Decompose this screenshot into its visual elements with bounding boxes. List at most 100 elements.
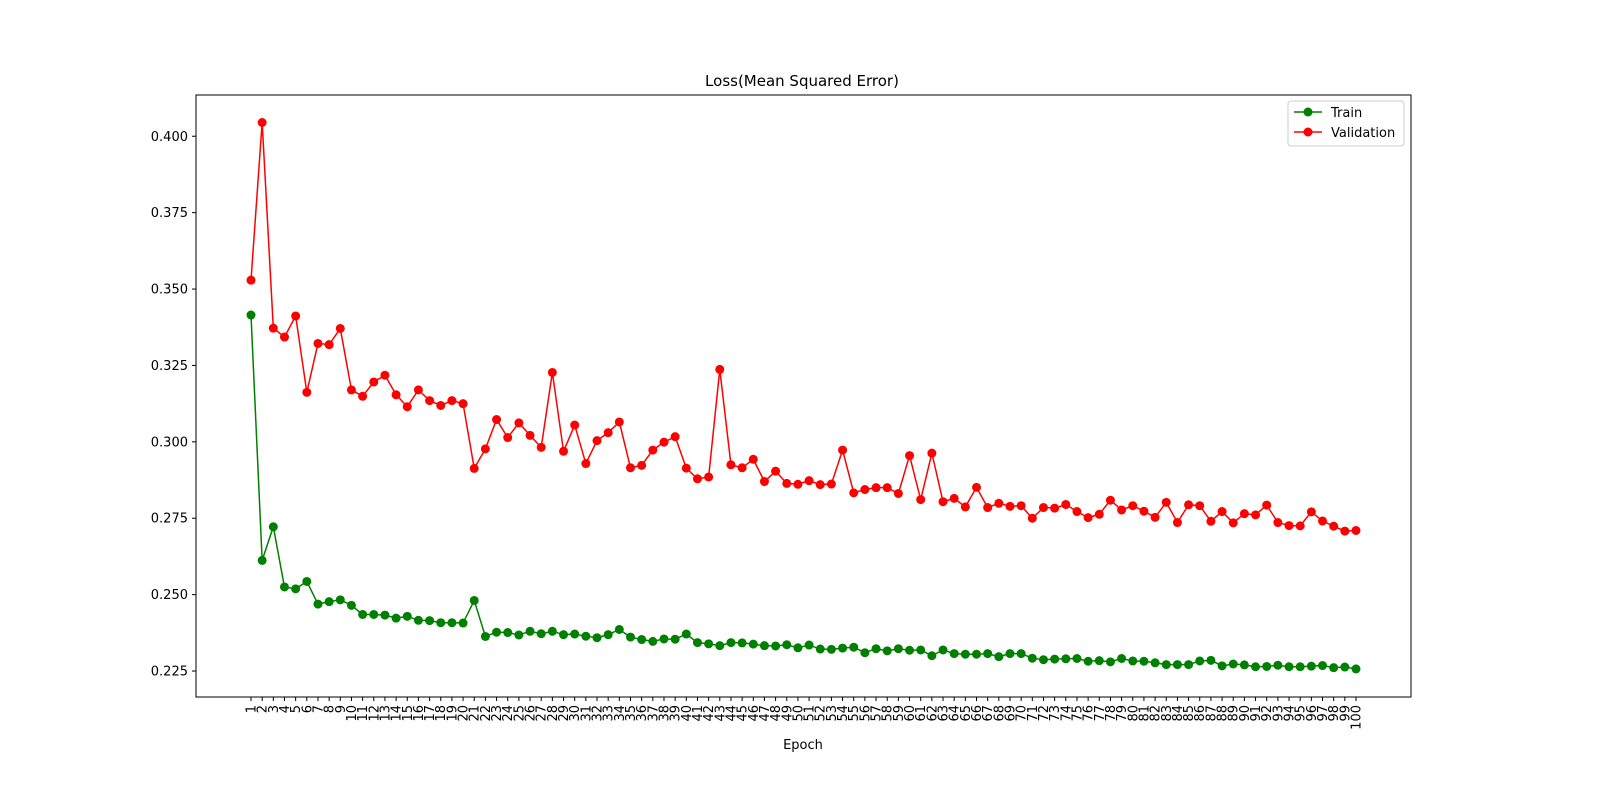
- x-tick-label: 65: [959, 705, 974, 722]
- data-point-validation: [1016, 501, 1026, 511]
- data-point-train: [1206, 655, 1216, 665]
- data-point-train: [1172, 660, 1182, 670]
- x-tick-label: 54: [836, 705, 851, 722]
- data-point-train: [246, 310, 256, 320]
- data-point-validation: [949, 493, 959, 503]
- x-tick-label: 62: [925, 705, 940, 722]
- data-point-train: [1284, 662, 1294, 672]
- data-point-train: [324, 597, 334, 607]
- data-point-validation: [1050, 503, 1060, 513]
- data-point-train: [648, 636, 658, 646]
- data-point-validation: [826, 479, 836, 489]
- x-tick-label: 97: [1316, 705, 1331, 722]
- data-point-train: [1117, 654, 1127, 663]
- data-point-validation: [1061, 499, 1071, 509]
- data-point-train: [291, 584, 301, 594]
- x-tick-label: 93: [1271, 705, 1286, 722]
- data-point-validation: [860, 485, 870, 495]
- data-point-train: [335, 595, 345, 605]
- x-tick-label: 86: [1193, 705, 1208, 722]
- data-point-validation: [514, 418, 524, 428]
- data-point-validation: [313, 338, 323, 348]
- x-tick-label: 67: [981, 705, 996, 722]
- plot-frame: [195, 94, 1412, 698]
- data-point-train: [1295, 662, 1305, 672]
- data-point-train: [737, 638, 747, 648]
- x-tick-label: 64: [948, 705, 963, 722]
- x-tick-label: 41: [691, 705, 706, 722]
- data-point-train: [949, 649, 959, 659]
- x-tick-label: 42: [702, 705, 717, 722]
- x-tick-label: 72: [1037, 705, 1052, 722]
- x-tick-label: 24: [501, 705, 516, 722]
- x-tick-label: 63: [937, 705, 952, 722]
- x-tick-label: 16: [412, 705, 427, 722]
- data-point-validation: [257, 118, 267, 127]
- data-point-train: [692, 638, 702, 648]
- data-point-validation: [1228, 518, 1238, 528]
- data-point-train: [1128, 656, 1138, 666]
- data-point-train: [514, 630, 524, 640]
- data-point-train: [793, 643, 803, 653]
- data-point-validation: [1105, 495, 1115, 505]
- data-point-train: [391, 613, 401, 623]
- data-point-train: [1184, 660, 1194, 670]
- data-point-train: [994, 652, 1004, 662]
- x-tick-label: 40: [680, 705, 695, 722]
- y-tick-label: 0.400: [151, 130, 188, 145]
- data-point-validation: [279, 332, 289, 342]
- data-point-validation: [246, 275, 256, 285]
- data-point-train: [346, 600, 356, 610]
- data-point-validation: [380, 370, 390, 380]
- x-tick-label: 87: [1204, 705, 1219, 722]
- data-point-train: [436, 618, 446, 628]
- x-tick-label: 18: [434, 705, 449, 722]
- x-tick-label: 45: [736, 705, 751, 722]
- data-point-validation: [1161, 497, 1171, 507]
- data-point-train: [748, 639, 758, 649]
- x-tick-label: 8: [323, 705, 338, 713]
- data-point-validation: [938, 497, 948, 507]
- x-tick-label: 78: [1104, 705, 1119, 722]
- data-point-train: [637, 635, 647, 645]
- x-tick-label: 38: [657, 705, 672, 722]
- data-point-train: [905, 645, 915, 655]
- data-point-validation: [335, 323, 345, 333]
- data-point-validation: [648, 445, 658, 455]
- x-tick-label: 7: [311, 705, 326, 713]
- data-point-validation: [436, 400, 446, 410]
- data-point-train: [1306, 661, 1316, 671]
- x-tick-label: 25: [512, 705, 527, 722]
- data-point-validation: [1094, 509, 1104, 519]
- x-tick-label: 96: [1305, 705, 1320, 722]
- x-tick-label: 28: [546, 705, 561, 722]
- x-tick-label: 39: [669, 705, 684, 722]
- data-point-train: [1161, 660, 1171, 670]
- x-tick-label: 37: [646, 705, 661, 722]
- y-axis: 0.225 0.250 0.275 0.300 0.325 0.350 0.375 0.400: [151, 130, 196, 680]
- data-point-train: [670, 634, 680, 644]
- x-tick-label: 79: [1115, 705, 1130, 722]
- data-point-train: [1094, 656, 1104, 666]
- x-tick-label: 26: [524, 705, 539, 722]
- data-point-validation: [1184, 500, 1194, 510]
- x-tick-label: 2: [256, 705, 271, 713]
- data-point-train: [681, 629, 691, 639]
- data-point-validation: [1284, 521, 1294, 531]
- data-point-train: [1027, 653, 1037, 663]
- data-point-validation: [291, 311, 301, 321]
- x-tick-label: 50: [791, 705, 806, 722]
- data-point-validation: [1139, 506, 1149, 516]
- x-tick-label: 20: [457, 705, 472, 722]
- data-point-train: [1318, 661, 1328, 671]
- x-axis-title: Epoch: [783, 738, 823, 753]
- x-tick-label: 31: [579, 705, 594, 722]
- x-tick-label: 81: [1137, 705, 1152, 722]
- data-point-validation: [614, 417, 624, 427]
- x-tick-label: 4: [278, 705, 293, 713]
- data-point-validation: [625, 463, 635, 473]
- data-point-train: [279, 582, 289, 592]
- data-point-train: [1329, 663, 1339, 673]
- x-tick-label: 46: [747, 705, 762, 722]
- data-point-train: [447, 618, 457, 628]
